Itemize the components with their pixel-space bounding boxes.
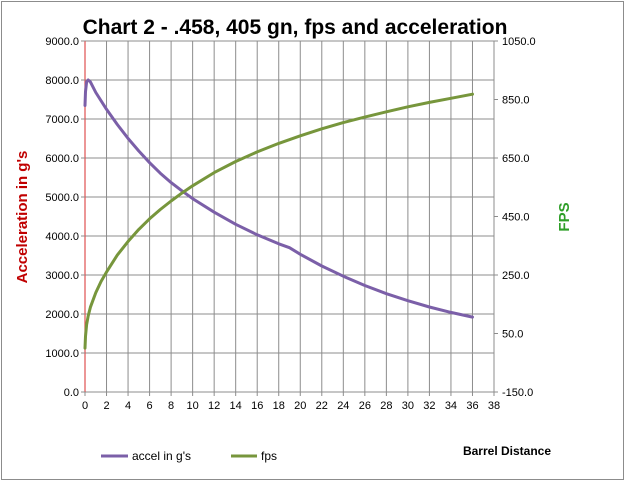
x-tick-label: 30: [402, 400, 414, 412]
left-tick-label: 5000.0: [45, 192, 79, 204]
legend: accel in g's fps: [101, 449, 277, 463]
x-tick-label: 28: [380, 400, 392, 412]
left-tick-label: 7000.0: [45, 114, 79, 126]
x-tick-label: 34: [445, 400, 457, 412]
x-tick-label: 0: [82, 400, 88, 412]
x-tick-label: 38: [488, 400, 500, 412]
y-axis-right-label: FPS: [556, 202, 573, 231]
series-layer: [83, 78, 474, 350]
left-tick-label: 2000.0: [45, 309, 79, 321]
left-tick-label: 0.0: [64, 387, 79, 399]
right-tick-label: 650.0: [502, 153, 530, 165]
x-tick-label: 24: [337, 400, 349, 412]
legend-label-fps: fps: [261, 449, 277, 463]
right-tick-label: 250.0: [502, 270, 530, 282]
left-tick-label: 4000.0: [45, 231, 79, 243]
left-tick-label: 1000.0: [45, 348, 79, 360]
left-tick-label: 8000.0: [45, 75, 79, 87]
right-tick-label: 450.0: [502, 212, 530, 224]
series-line-accel: [83, 78, 474, 319]
x-tick-label: 10: [187, 400, 199, 412]
grid-lines: [85, 40, 495, 393]
x-tick-label: 14: [230, 400, 242, 412]
x-axis-ticks: 0 2 4 6 8 10 12 14 16 18 20 22 24 26 28 30 32 34 36 38: [82, 392, 500, 412]
x-tick-label: 36: [466, 400, 478, 412]
chart-border: [1, 1, 624, 480]
legend-label-accel: accel in g's: [132, 449, 191, 463]
left-tick-label: 9000.0: [45, 36, 79, 48]
right-axis-ticks: -150.0 50.0 250.0 450.0 650.0 850.0 1050.0: [494, 36, 536, 399]
series-line-fps: [83, 92, 474, 350]
x-tick-label: 20: [294, 400, 306, 412]
right-tick-label: -150.0: [502, 387, 533, 399]
x-tick-label: 4: [125, 400, 131, 412]
x-tick-label: 26: [359, 400, 371, 412]
chart-title: Chart 2 - .458, 405 gn, fps and accelera…: [83, 16, 508, 39]
x-axis-label: Barrel Distance: [463, 444, 551, 458]
x-tick-label: 32: [423, 400, 435, 412]
x-tick-label: 2: [103, 400, 109, 412]
right-tick-label: 50.0: [502, 329, 523, 341]
y-axis-left-label: Acceleration in g's: [14, 151, 31, 284]
right-tick-label: 1050.0: [502, 36, 536, 48]
x-tick-label: 8: [168, 400, 174, 412]
left-axis-ticks: 0.0 1000.0 2000.0 3000.0 4000.0 5000.0 6000.0 7…: [45, 36, 85, 399]
x-tick-label: 22: [316, 400, 328, 412]
left-tick-label: 3000.0: [45, 270, 79, 282]
x-tick-label: 16: [251, 400, 263, 412]
x-tick-label: 6: [147, 400, 153, 412]
x-tick-label: 12: [208, 400, 220, 412]
left-tick-label: 6000.0: [45, 153, 79, 165]
x-tick-label: 18: [273, 400, 285, 412]
right-tick-label: 850.0: [502, 95, 530, 107]
